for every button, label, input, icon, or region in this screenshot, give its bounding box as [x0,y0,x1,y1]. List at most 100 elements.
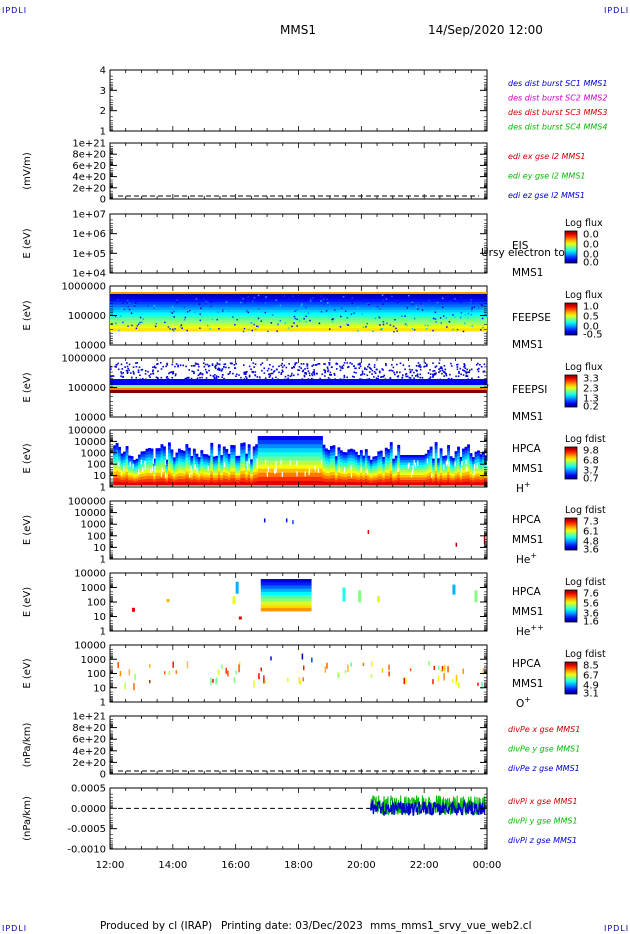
spectrogram-noise [242,330,245,333]
spectrogram-cell [484,470,488,474]
y-tick-label: 10000 [74,641,106,652]
spectrogram-noise [110,368,112,370]
spectrogram-cell [280,582,283,586]
spectrogram-cell [399,475,403,478]
spectrogram-noise [229,371,232,373]
spectrogram-cell [252,465,256,470]
spectrogram-gap [275,461,277,467]
spectrogram-cell [185,464,189,469]
spectrogram-cell [143,465,146,469]
spectrogram-cell [230,451,234,456]
spectrogram-gap [476,463,478,469]
spectrogram-cell [128,482,131,486]
spectrogram-cell [282,480,286,486]
y-tick-label: 10 [93,543,106,554]
spectrogram-cell [298,607,300,612]
spectrogram-cell [145,475,149,480]
spectrogram-noise [238,374,240,376]
spectrogram-cell [334,473,338,476]
spectrogram-noise [330,366,333,369]
spectrogram-cell [290,598,293,602]
spectrogram-cell [295,595,298,599]
spectrogram-noise [467,371,469,374]
spectrogram-cell [402,477,406,481]
spectrogram-cell [292,472,296,478]
spectrogram-cell [289,595,291,599]
spectrogram-noise [235,362,237,365]
spectrogram-noise [176,299,178,301]
spectrogram-cell [397,461,401,466]
panel-edi-e [109,142,488,200]
spectrogram-cell [317,452,321,457]
spectrogram-cell [434,456,438,461]
spectrogram-cell [462,466,465,471]
spectrogram-noise [294,310,296,312]
spectrogram-cell [457,465,460,470]
spectrogram-cell [394,480,398,484]
spectrogram-cell [155,466,159,471]
spectrogram-cell [225,482,229,486]
spectrogram-cell [462,448,465,453]
spectrogram-noise [175,363,178,365]
spectrogram-cell [270,591,272,596]
spectrogram-cell [266,604,269,609]
panel-hpca-o [109,644,488,703]
spectrogram-cell [295,591,298,596]
spectrogram-gap [465,459,467,465]
spectrogram-cell [125,481,129,486]
spectrogram-cell [165,468,169,471]
spectrogram-noise [343,362,346,364]
spectrogram-cell [257,472,261,478]
spectrogram-noise [417,362,420,364]
spectrogram-cell [296,591,299,596]
spectrogram-cell [449,480,453,484]
spectrogram-cell [138,459,141,463]
spectrogram-cell [271,588,274,593]
spectrogram-noise [268,373,270,376]
spectrogram-noise [174,328,176,330]
spectrogram-cell [367,475,371,479]
spectrogram-noise [390,363,393,366]
y-tick-label: 100000 [68,426,106,437]
spectrogram-cell [195,482,199,486]
spectrogram-cell [227,453,231,457]
spectrogram-cell [295,436,298,441]
spectrogram-noise [341,365,344,368]
spectrogram-noise [224,363,227,365]
spectrogram-cell [285,604,287,609]
spectrogram-cell [276,601,279,605]
spectrogram-cell [279,601,281,605]
spectrogram-noise [396,375,399,378]
spectrogram-noise [149,376,151,379]
spectrogram-noise [305,321,307,323]
spectrogram-cell [397,454,401,459]
spectrogram-cell [245,456,249,460]
spectrogram-cell [294,604,296,609]
spectrogram-cell [138,467,141,471]
spectrogram-cell [192,463,196,468]
spectrogram-cell [357,465,361,469]
spectrogram-cell [364,482,368,486]
spectrogram-noise [297,373,299,376]
spectrogram-cell [301,607,304,612]
spectrogram-cell [115,467,119,472]
spectrogram-noise [389,324,392,326]
spectrogram-cell [290,607,293,612]
spectrogram-noise [309,298,312,300]
spectrogram-cell [279,579,281,583]
spectrogram-cell [225,455,229,459]
spectrogram-cell [115,477,119,482]
spectrogram-cell [232,465,236,469]
spectrogram-noise [476,368,479,371]
spectrogram-cell [307,452,311,457]
spectrogram-noise [480,303,483,306]
spectrogram-cell [280,591,283,596]
spectrogram-cell [285,607,288,612]
spectrogram-cell [362,470,366,474]
spectrogram-cell [274,579,276,583]
spectrogram-cell [344,465,348,470]
spectrogram-cell [342,476,346,480]
spectrogram-cell [357,475,361,479]
spectrogram-cell [160,447,164,452]
spectrogram-cell [155,463,159,468]
